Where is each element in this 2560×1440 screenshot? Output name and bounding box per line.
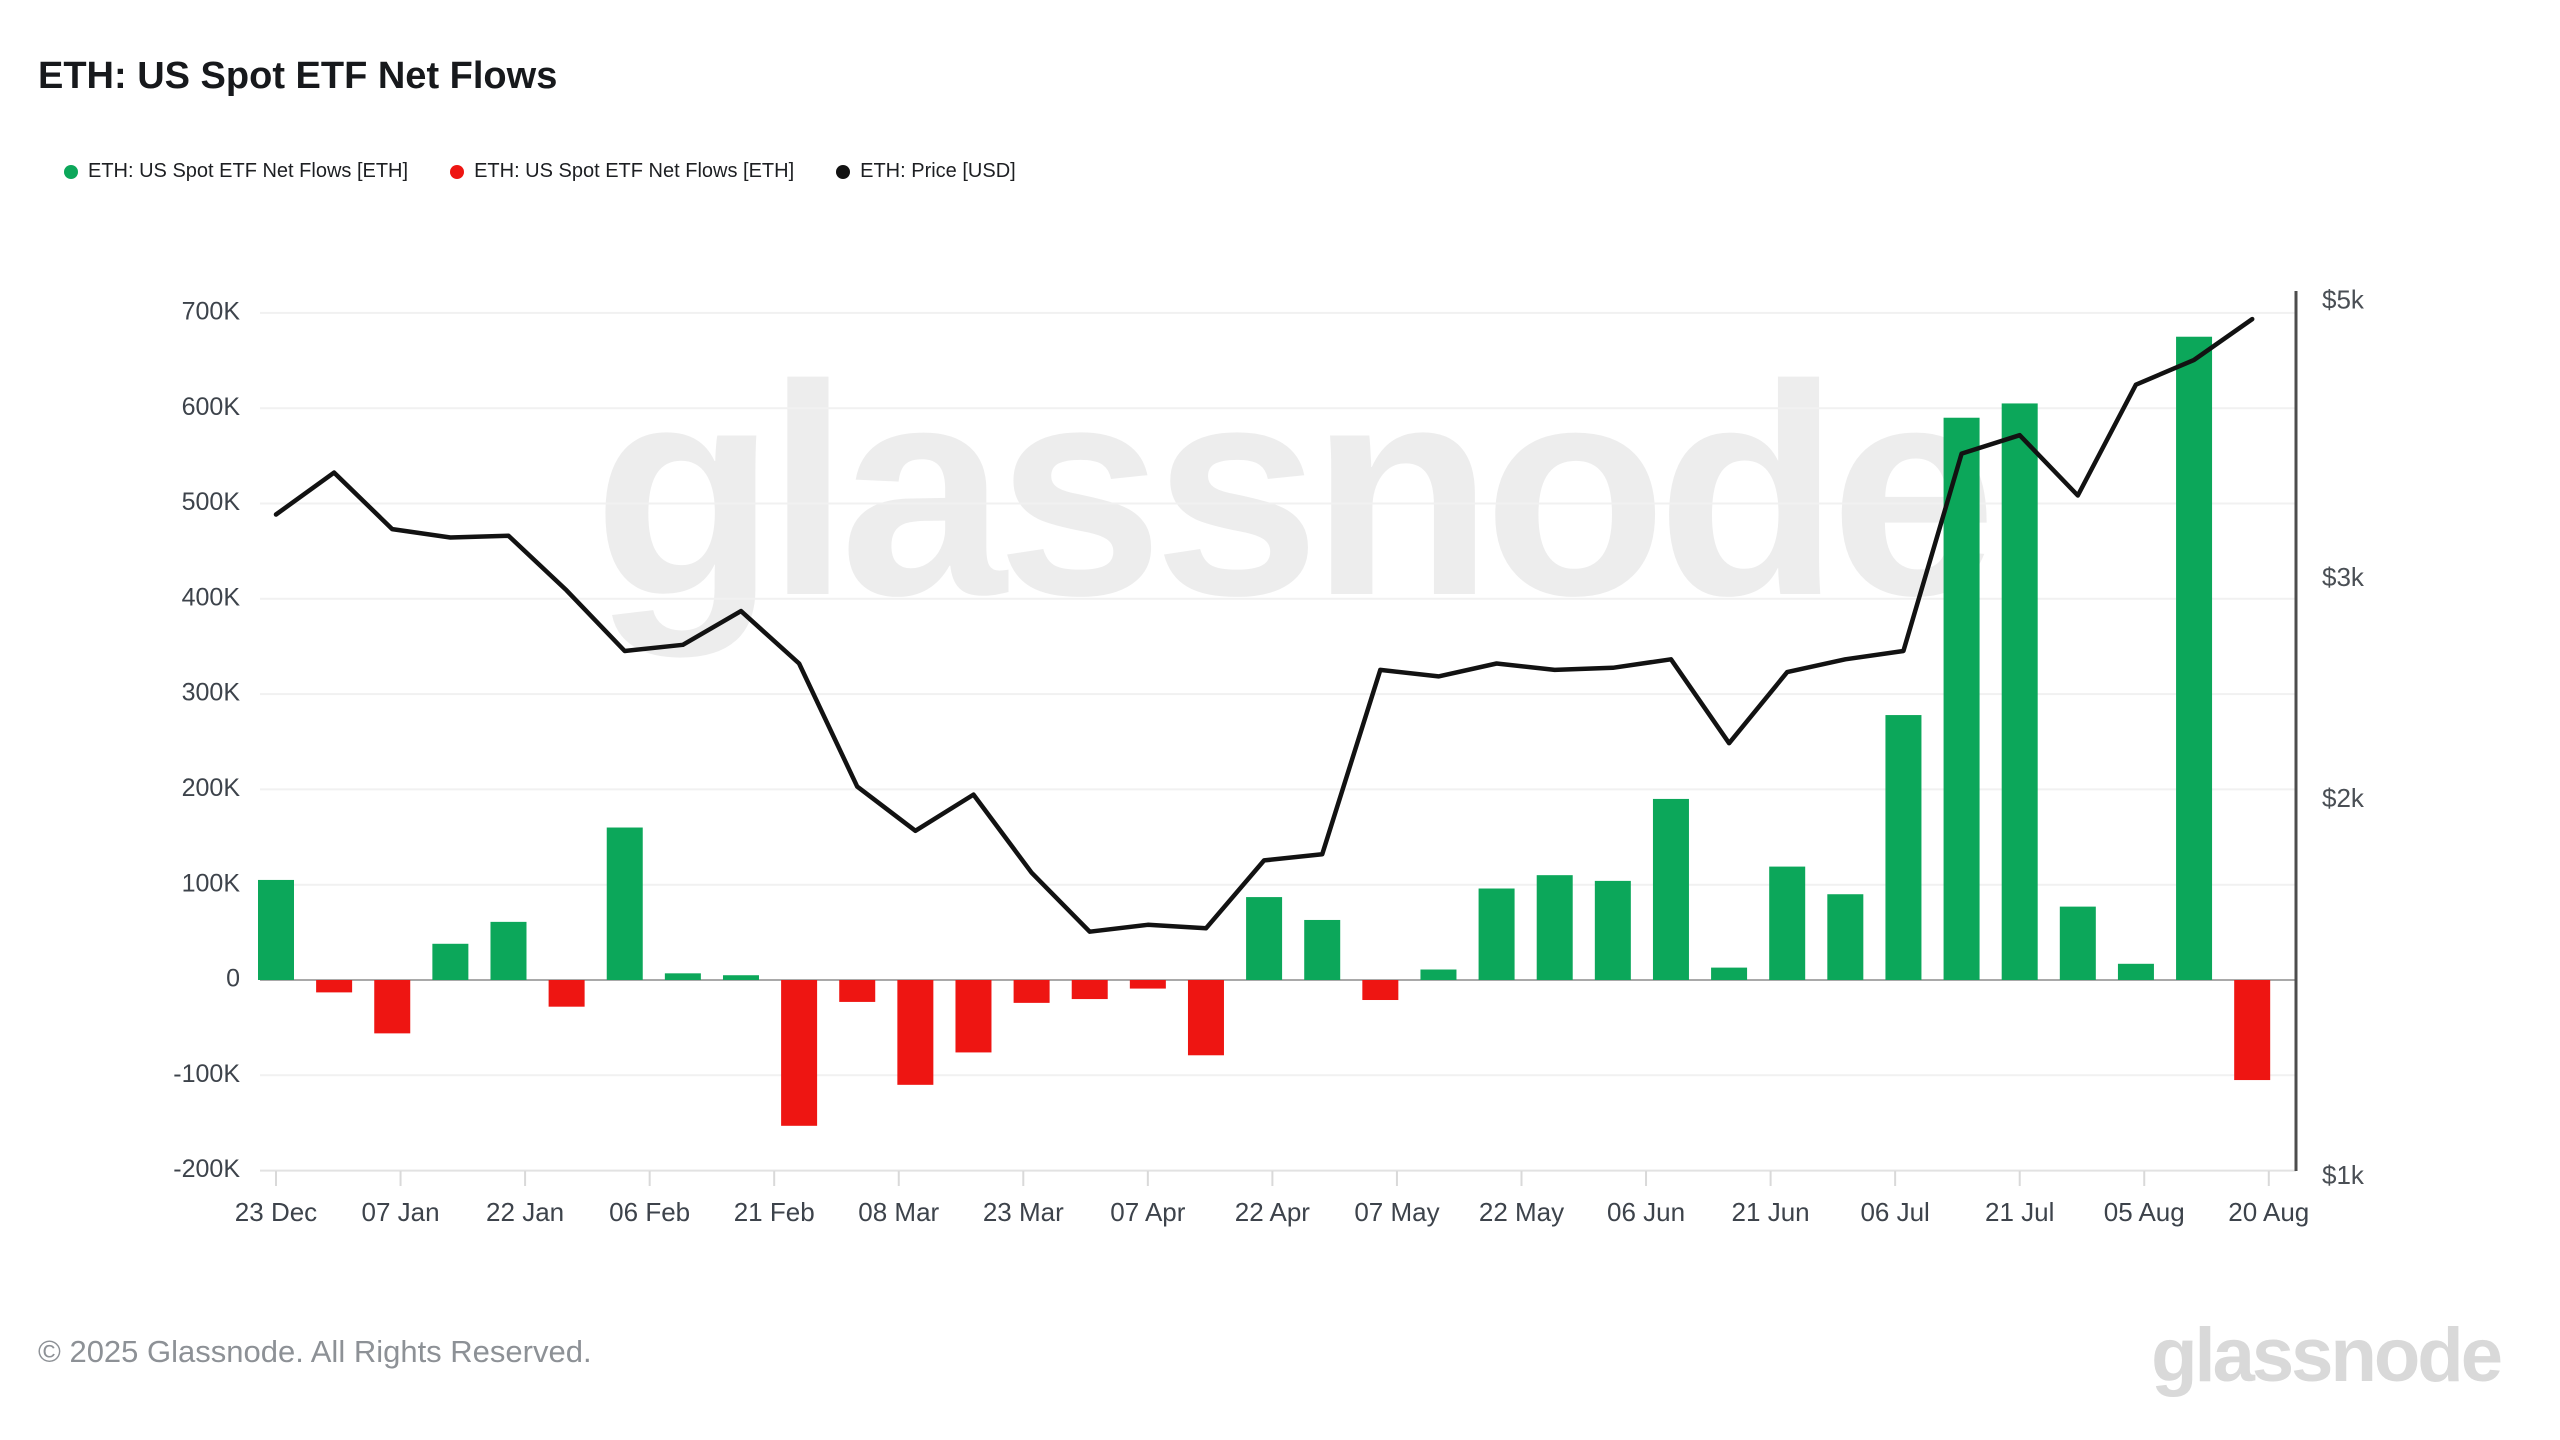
positive-flow-bar[interactable] xyxy=(2059,906,2096,980)
x-axis-tick-label: 22 Apr xyxy=(1235,1197,1311,1227)
negative-flow-bar[interactable] xyxy=(1071,980,1108,1000)
legend-dot-icon xyxy=(64,164,78,179)
positive-flow-bar[interactable] xyxy=(722,975,759,980)
legend-item-1[interactable]: ETH: US Spot ETF Net Flows [ETH] xyxy=(450,160,794,183)
left-axis-tick-label: 100K xyxy=(182,869,241,897)
positive-flow-bar[interactable] xyxy=(1246,897,1283,980)
legend-item-label: ETH: US Spot ETF Net Flows [ETH] xyxy=(474,160,795,182)
positive-flow-bar[interactable] xyxy=(1478,888,1515,980)
positive-flow-bar[interactable] xyxy=(1885,715,1922,980)
left-axis-tick-label: 300K xyxy=(182,679,241,707)
negative-flow-bar[interactable] xyxy=(1013,980,1050,1003)
positive-flow-bar[interactable] xyxy=(606,827,643,980)
right-axis-tick-label: $5k xyxy=(2322,284,2365,314)
copyright-text: © 2025 Glassnode. All Rights Reserved. xyxy=(38,1334,592,1369)
left-axis-tick-label: 200K xyxy=(182,774,241,802)
left-axis-tick-label: 400K xyxy=(182,583,241,611)
x-axis-tick-label: 08 Mar xyxy=(858,1197,939,1227)
left-axis-tick-label: 500K xyxy=(182,488,241,516)
legend-item-2[interactable]: ETH: Price [USD] xyxy=(836,160,1016,183)
left-axis-tick-label: 700K xyxy=(182,298,241,326)
negative-flow-bar[interactable] xyxy=(781,980,818,1126)
positive-flow-bar[interactable] xyxy=(432,943,469,980)
legend-item-0[interactable]: ETH: US Spot ETF Net Flows [ETH] xyxy=(64,160,408,183)
x-axis-tick-label: 07 May xyxy=(1354,1197,1439,1227)
x-axis-tick-label: 06 Feb xyxy=(609,1197,690,1227)
positive-flow-bar[interactable] xyxy=(1536,875,1573,980)
positive-flow-bar[interactable] xyxy=(490,921,527,980)
legend-dot-icon xyxy=(836,164,851,179)
etf-net-flows-chart[interactable]: 700K 600K 500K 400K 300K 200K 100K 0 -100K -200K 2… xyxy=(0,0,2560,1300)
x-axis-tick-label: 06 Jul xyxy=(1860,1197,1929,1227)
positive-flow-bar[interactable] xyxy=(1827,894,1864,980)
left-axis-tick-label: 600K xyxy=(182,393,241,421)
positive-flow-bar[interactable] xyxy=(1304,919,1341,980)
legend-item-label: ETH: Price [USD] xyxy=(860,160,1016,182)
positive-flow-bar[interactable] xyxy=(1769,866,1806,980)
negative-flow-bar[interactable] xyxy=(897,980,934,1085)
x-axis-tick-label: 21 Jun xyxy=(1732,1197,1810,1227)
x-axis-tick-label: 23 Dec xyxy=(235,1197,317,1227)
x-axis-tick-label: 21 Jul xyxy=(1985,1197,2054,1227)
page-title: ETH: US Spot ETF Net Flows xyxy=(38,55,558,98)
x-axis-tick-label: 20 Aug xyxy=(2228,1197,2309,1227)
legend-item-label: ETH: US Spot ETF Net Flows [ETH] xyxy=(88,160,409,182)
chart-legend: ETH: US Spot ETF Net Flows [ETH] ETH: US … xyxy=(64,160,1016,183)
price-line[interactable] xyxy=(273,316,2255,934)
x-axis-tick-label: 22 Jan xyxy=(486,1197,564,1227)
x-axis-tick-label: 22 May xyxy=(1479,1197,1564,1227)
negative-flow-bar[interactable] xyxy=(955,980,992,1053)
x-axis-tick-label: 07 Apr xyxy=(1110,1197,1186,1227)
x-axis-tick-label: 07 Jan xyxy=(362,1197,440,1227)
negative-flow-bar[interactable] xyxy=(1362,980,1399,1001)
x-axis-tick-label: 21 Feb xyxy=(734,1197,815,1227)
positive-flow-bar[interactable] xyxy=(258,879,294,980)
legend-dot-icon xyxy=(450,164,465,179)
negative-flow-bar[interactable] xyxy=(1129,980,1166,989)
x-axis-tick-label: 06 Jun xyxy=(1607,1197,1685,1227)
positive-flow-bar[interactable] xyxy=(2001,403,2038,980)
positive-flow-bar[interactable] xyxy=(1652,798,1689,980)
right-axis-tick-label: $3k xyxy=(2322,562,2365,592)
positive-flow-bar[interactable] xyxy=(1420,969,1457,980)
negative-flow-bar[interactable] xyxy=(548,980,585,1007)
negative-flow-bar[interactable] xyxy=(1187,980,1224,1056)
left-axis-tick-label: -100K xyxy=(173,1060,240,1088)
positive-flow-bar[interactable] xyxy=(1594,880,1631,980)
negative-flow-bar[interactable] xyxy=(374,980,411,1034)
negative-flow-bar[interactable] xyxy=(316,980,353,993)
right-axis-tick-label: $1k xyxy=(2322,1160,2365,1190)
x-axis-tick-label: 05 Aug xyxy=(2104,1197,2185,1227)
positive-flow-bar[interactable] xyxy=(1711,967,1748,980)
x-axis-tick-label: 23 Mar xyxy=(983,1197,1064,1227)
negative-flow-bar[interactable] xyxy=(2234,980,2271,1081)
left-axis-tick-label: 0 xyxy=(226,965,240,993)
right-axis-tick-label: $2k xyxy=(2322,783,2365,813)
positive-flow-bar[interactable] xyxy=(2117,963,2154,980)
positive-flow-bar[interactable] xyxy=(1943,417,1980,981)
positive-flow-bar[interactable] xyxy=(664,973,701,980)
left-axis-tick-label: -200K xyxy=(173,1155,240,1183)
negative-flow-bar[interactable] xyxy=(839,980,876,1002)
positive-flow-bar[interactable] xyxy=(2176,336,2213,981)
